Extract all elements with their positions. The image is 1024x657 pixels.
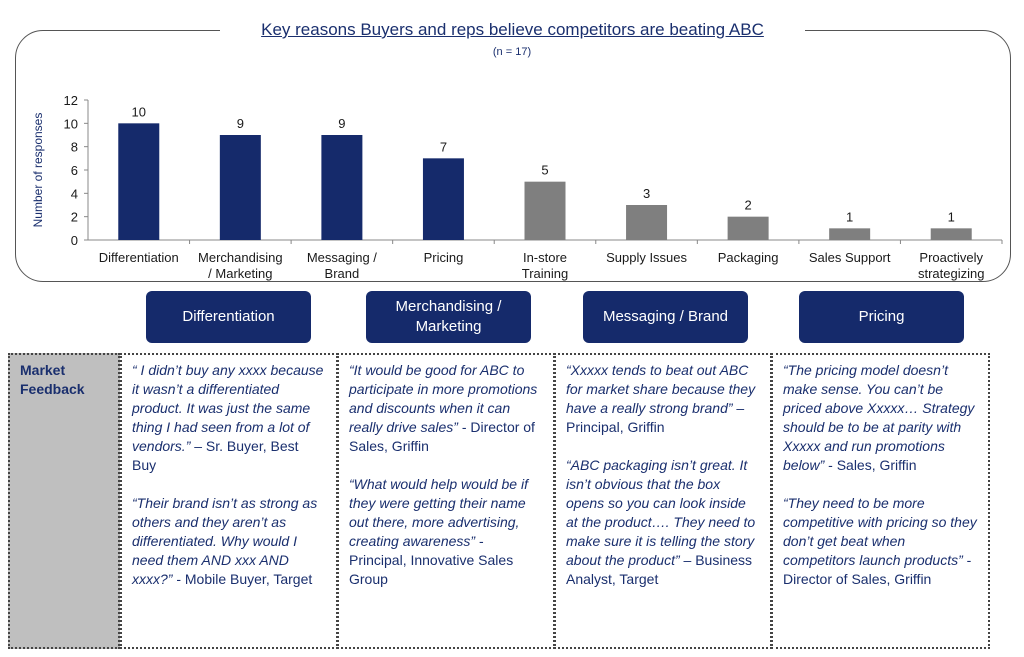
tag-differentiation: Differentiation (146, 291, 311, 343)
y-axis-label: Number of responses (31, 113, 45, 228)
data-label: 9 (237, 116, 244, 131)
y-tick-label: 2 (71, 210, 78, 225)
feedback-quote: “What would help would be if they were g… (349, 476, 528, 587)
data-label: 1 (846, 209, 853, 224)
data-label: 7 (440, 139, 447, 154)
tag-messaging-brand: Messaging / Brand (583, 291, 748, 343)
bar (118, 123, 160, 240)
feedback-column-pricing: “The pricing model doesn’t make sense. Y… (771, 353, 990, 649)
title-wrap: Key reasons Buyers and reps believe comp… (220, 18, 805, 42)
market-feedback-table: Market Feedback “ I didn’t buy any xxxx … (8, 353, 990, 649)
x-tick-label: Packaging (718, 250, 779, 265)
bar (727, 216, 769, 240)
feedback-quote: “They need to be more competitive with p… (783, 495, 977, 587)
feedback-quote: “Xxxxx tends to beat out ABC for market … (566, 362, 756, 435)
bar (219, 135, 261, 240)
bar (321, 135, 363, 240)
bar (422, 158, 464, 240)
feedback-column-messaging: “Xxxxx tends to beat out ABC for market … (554, 353, 772, 649)
data-label: 5 (541, 163, 548, 178)
tag-pricing: Pricing (799, 291, 964, 343)
x-tick-label: Messaging / Brand (307, 250, 377, 281)
chart-title: Key reasons Buyers and reps believe comp… (261, 20, 764, 39)
bar (829, 228, 871, 240)
x-tick-label: Proactively strategizing (918, 250, 984, 281)
feedback-quote: “Their brand isn’t as strong as others a… (132, 495, 318, 587)
feedback-column-differentiation: “ I didn’t buy any xxxx because it wasn’… (120, 353, 338, 649)
x-tick-label: Differentiation (99, 250, 179, 265)
x-tick-label: Sales Support (809, 250, 891, 265)
data-label: 10 (132, 104, 146, 119)
y-tick-label: 4 (71, 186, 78, 201)
feedback-quote: “ I didn’t buy any xxxx because it wasn’… (132, 362, 324, 473)
x-tick-label: Supply Issues (606, 250, 687, 265)
feedback-quote: “It would be good for ABC to participate… (349, 362, 538, 454)
feedback-column-merchandising: “It would be good for ABC to participate… (337, 353, 555, 649)
feedback-quote: “The pricing model doesn’t make sense. Y… (783, 362, 975, 473)
bar (626, 205, 668, 240)
y-tick-label: 6 (71, 163, 78, 178)
x-tick-label: In-store Training (522, 250, 568, 281)
y-tick-label: 12 (64, 93, 78, 108)
y-tick-label: 0 (71, 233, 78, 248)
bar (930, 228, 972, 240)
tag-merchandising-marketing: Merchandising / Marketing (366, 291, 531, 343)
chart-subtitle: (n = 17) (492, 46, 532, 58)
y-tick-label: 8 (71, 140, 78, 155)
data-label: 9 (338, 116, 345, 131)
feedback-quote: “ABC packaging isn’t great. It isn’t obv… (566, 457, 756, 587)
data-label: 1 (948, 209, 955, 224)
data-label: 2 (744, 198, 751, 213)
x-tick-label: Merchandising / Marketing (198, 250, 283, 281)
data-label: 3 (643, 186, 650, 201)
y-tick-label: 10 (64, 116, 78, 131)
market-feedback-label: Market Feedback (8, 353, 120, 649)
bar (524, 181, 566, 240)
x-tick-label: Pricing (424, 250, 464, 265)
